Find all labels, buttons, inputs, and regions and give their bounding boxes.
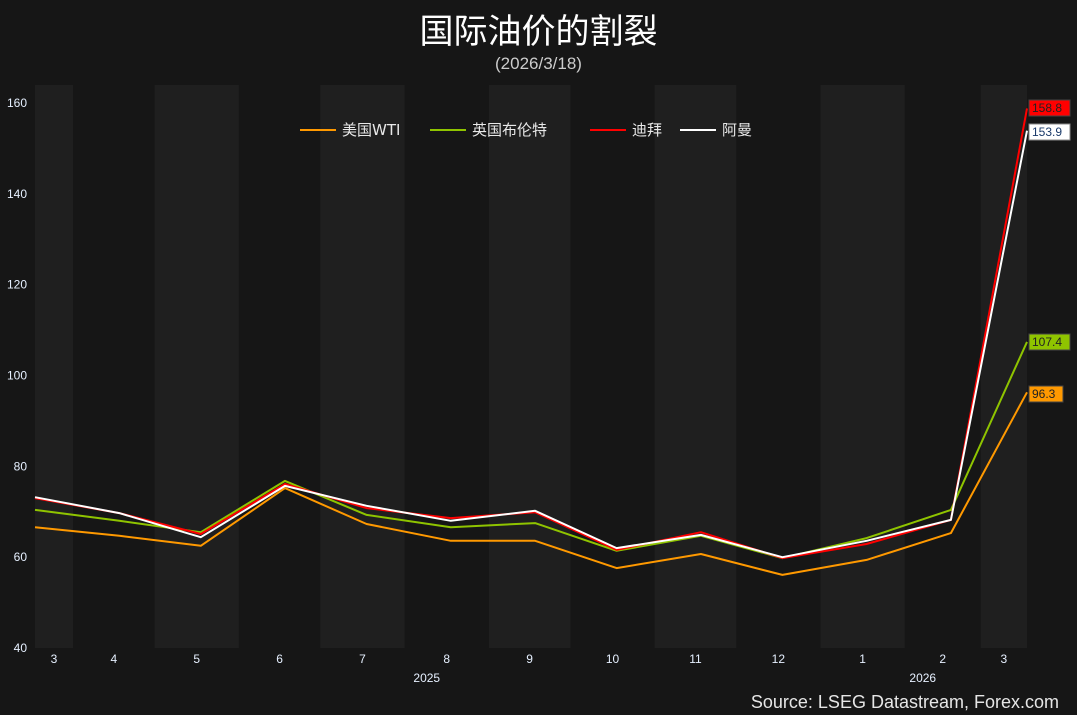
end-label-box <box>1028 385 1064 403</box>
y-tick-label: 140 <box>7 187 27 201</box>
end-label: 107.4 <box>1032 335 1062 349</box>
legend-label: 迪拜 <box>632 121 662 139</box>
source-note: Source: LSEG Datastream, Forex.com <box>750 692 1059 712</box>
chart-title: 国际油价的割裂 <box>419 12 658 52</box>
legend-label: 美国WTI <box>342 121 400 139</box>
series-line-0 <box>34 391 1028 576</box>
month-band <box>488 85 571 648</box>
x-tick-label: 11 <box>689 652 702 666</box>
x-year-label: 2025 <box>413 671 440 685</box>
month-band <box>320 85 405 648</box>
y-tick-label: 80 <box>14 459 28 473</box>
y-tick-label: 60 <box>14 550 28 564</box>
x-year-label: 2026 <box>909 671 936 685</box>
end-label-box <box>1028 123 1071 141</box>
chart-subtitle: (2026/3/18) <box>495 54 582 73</box>
x-tick-label: 8 <box>443 652 450 666</box>
y-tick-label: 40 <box>14 641 28 655</box>
month-band <box>980 85 1027 648</box>
y-tick-label: 120 <box>7 278 27 292</box>
x-tick-label: 3 <box>51 652 58 666</box>
end-label-box <box>1028 333 1071 351</box>
x-tick-label: 4 <box>110 652 117 666</box>
y-tick-label: 160 <box>7 96 27 110</box>
end-label: 153.9 <box>1032 125 1062 139</box>
x-tick-label: 1 <box>859 652 866 666</box>
x-tick-label: 12 <box>772 652 786 666</box>
month-band <box>654 85 737 648</box>
series-line-3 <box>34 130 1028 559</box>
month-band <box>820 85 905 648</box>
month-band <box>35 85 74 648</box>
series-line-1 <box>34 341 1028 560</box>
x-tick-label: 6 <box>276 652 283 666</box>
x-tick-label: 10 <box>606 652 620 666</box>
end-label-box <box>1028 99 1071 117</box>
x-tick-label: 3 <box>1001 652 1008 666</box>
x-tick-label: 5 <box>193 652 200 666</box>
series-line-2 <box>34 108 1028 560</box>
month-band <box>154 85 239 648</box>
y-tick-label: 100 <box>7 369 27 383</box>
x-tick-label: 2 <box>939 652 946 666</box>
x-tick-label: 9 <box>526 652 533 666</box>
legend-label: 阿曼 <box>722 121 752 139</box>
legend-label: 英国布伦特 <box>472 121 547 139</box>
x-tick-label: 7 <box>359 652 366 666</box>
end-label: 96.3 <box>1032 387 1056 401</box>
end-label: 158.8 <box>1032 101 1062 115</box>
